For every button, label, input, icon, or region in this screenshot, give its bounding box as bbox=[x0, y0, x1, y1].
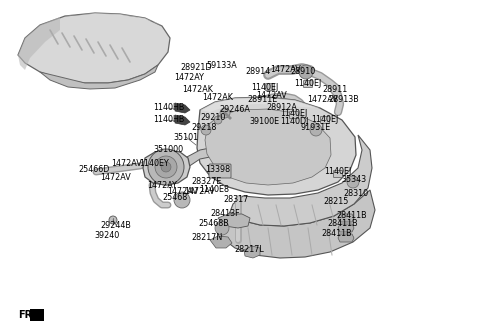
Text: 29218: 29218 bbox=[192, 122, 216, 132]
Text: 28217L: 28217L bbox=[234, 245, 264, 255]
Polygon shape bbox=[65, 13, 162, 26]
Polygon shape bbox=[197, 97, 356, 195]
Text: 35343: 35343 bbox=[341, 174, 367, 183]
Text: 29210: 29210 bbox=[200, 113, 226, 122]
Text: 28411B: 28411B bbox=[336, 211, 367, 219]
Text: 1472AK: 1472AK bbox=[203, 92, 233, 101]
Circle shape bbox=[220, 108, 230, 118]
FancyBboxPatch shape bbox=[303, 80, 312, 88]
Text: 1140EY: 1140EY bbox=[139, 158, 169, 168]
Polygon shape bbox=[18, 13, 170, 83]
Circle shape bbox=[215, 221, 229, 235]
Text: 1140EJ: 1140EJ bbox=[324, 168, 352, 176]
Polygon shape bbox=[244, 246, 260, 258]
Text: 1472AV: 1472AV bbox=[101, 173, 132, 181]
Text: 28914: 28914 bbox=[245, 68, 271, 76]
Text: 1472AK: 1472AK bbox=[182, 86, 214, 94]
Text: 1140E8: 1140E8 bbox=[199, 186, 229, 195]
Circle shape bbox=[161, 162, 171, 172]
Text: 28327E: 28327E bbox=[192, 177, 222, 187]
Text: 1472AY: 1472AY bbox=[174, 73, 204, 83]
Text: 351000: 351000 bbox=[153, 146, 183, 154]
Text: 1472AV: 1472AV bbox=[112, 158, 143, 168]
Polygon shape bbox=[338, 234, 354, 242]
Text: 28310: 28310 bbox=[343, 189, 369, 197]
Text: 1140EJ: 1140EJ bbox=[280, 109, 308, 117]
Text: 39100E: 39100E bbox=[249, 116, 279, 126]
Text: FR.: FR. bbox=[18, 310, 36, 320]
Text: 1472AV: 1472AV bbox=[168, 187, 198, 195]
Text: 1472AV: 1472AV bbox=[185, 187, 216, 195]
FancyBboxPatch shape bbox=[321, 116, 329, 124]
FancyBboxPatch shape bbox=[209, 164, 231, 178]
Text: 28317: 28317 bbox=[223, 195, 249, 204]
Polygon shape bbox=[218, 214, 250, 228]
Text: 1472AV: 1472AV bbox=[257, 91, 288, 99]
FancyBboxPatch shape bbox=[289, 112, 299, 118]
Circle shape bbox=[155, 156, 177, 178]
Text: 1140DJ: 1140DJ bbox=[280, 116, 308, 126]
FancyBboxPatch shape bbox=[334, 171, 343, 177]
Text: 28411B: 28411B bbox=[322, 230, 352, 238]
Text: 29246A: 29246A bbox=[219, 106, 251, 114]
Text: 1140EJ: 1140EJ bbox=[294, 79, 322, 89]
Text: 25466D: 25466D bbox=[78, 166, 110, 174]
Polygon shape bbox=[220, 190, 375, 258]
FancyBboxPatch shape bbox=[265, 84, 275, 91]
Text: 28913B: 28913B bbox=[329, 95, 360, 105]
Text: 1472AY: 1472AY bbox=[147, 180, 177, 190]
Text: 28912A: 28912A bbox=[266, 102, 298, 112]
Circle shape bbox=[109, 216, 117, 224]
Text: 28215: 28215 bbox=[324, 196, 348, 206]
Text: 28413F: 28413F bbox=[210, 210, 240, 218]
Text: 13398: 13398 bbox=[205, 166, 230, 174]
Polygon shape bbox=[143, 150, 190, 185]
Circle shape bbox=[310, 124, 322, 136]
Text: 39240: 39240 bbox=[95, 232, 120, 240]
FancyBboxPatch shape bbox=[30, 309, 44, 321]
Text: 1140HB: 1140HB bbox=[153, 104, 185, 113]
Text: 28911E: 28911E bbox=[247, 95, 277, 105]
Polygon shape bbox=[210, 236, 232, 248]
Polygon shape bbox=[40, 65, 158, 89]
Polygon shape bbox=[185, 148, 210, 167]
Text: 29244B: 29244B bbox=[101, 220, 132, 230]
Circle shape bbox=[201, 125, 211, 135]
Circle shape bbox=[214, 116, 222, 124]
Polygon shape bbox=[18, 17, 60, 70]
Polygon shape bbox=[338, 224, 354, 232]
Text: 91931E: 91931E bbox=[301, 124, 331, 133]
Polygon shape bbox=[175, 103, 190, 113]
Text: 1140EJ: 1140EJ bbox=[312, 115, 338, 125]
Polygon shape bbox=[175, 115, 190, 125]
Text: 1472AV: 1472AV bbox=[308, 95, 338, 105]
Polygon shape bbox=[338, 214, 354, 222]
Text: 35101: 35101 bbox=[173, 133, 199, 141]
Text: 28911: 28911 bbox=[323, 86, 348, 94]
Polygon shape bbox=[230, 135, 372, 226]
Circle shape bbox=[174, 192, 190, 208]
Text: 1140HB: 1140HB bbox=[153, 115, 185, 125]
Circle shape bbox=[148, 149, 184, 185]
Text: 25468B: 25468B bbox=[199, 218, 229, 228]
Text: 28910: 28910 bbox=[290, 68, 316, 76]
Polygon shape bbox=[200, 97, 320, 112]
Text: 25468: 25468 bbox=[162, 194, 188, 202]
Text: 28921D: 28921D bbox=[180, 64, 212, 72]
Text: 1472AV: 1472AV bbox=[271, 66, 301, 74]
Text: 28217N: 28217N bbox=[192, 233, 223, 241]
Polygon shape bbox=[205, 109, 331, 185]
Text: 59133A: 59133A bbox=[206, 62, 238, 71]
Circle shape bbox=[347, 176, 359, 188]
Text: 28411B: 28411B bbox=[328, 219, 358, 229]
Text: 1140EJ: 1140EJ bbox=[252, 83, 278, 92]
Circle shape bbox=[299, 65, 313, 79]
